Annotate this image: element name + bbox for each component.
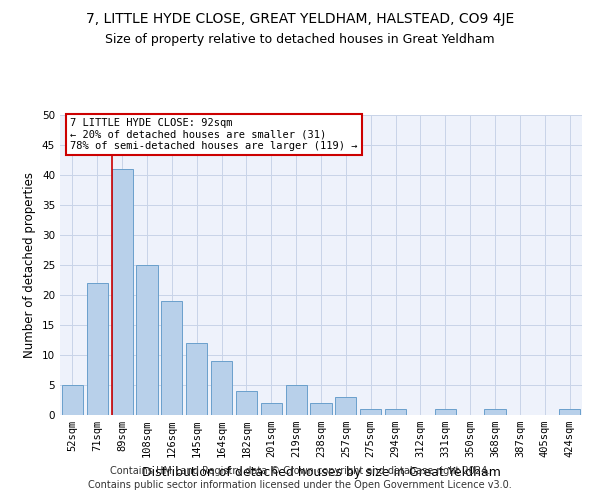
Bar bbox=[484, 409, 506, 415]
Bar bbox=[87, 283, 108, 415]
Text: 7 LITTLE HYDE CLOSE: 92sqm
← 20% of detached houses are smaller (31)
78% of semi: 7 LITTLE HYDE CLOSE: 92sqm ← 20% of deta… bbox=[70, 118, 358, 151]
Bar bbox=[261, 403, 282, 415]
Bar bbox=[360, 409, 381, 415]
Bar bbox=[136, 265, 158, 415]
Bar bbox=[186, 343, 207, 415]
Bar bbox=[286, 385, 307, 415]
Bar bbox=[211, 361, 232, 415]
Text: Contains HM Land Registry data © Crown copyright and database right 2024.
Contai: Contains HM Land Registry data © Crown c… bbox=[88, 466, 512, 490]
Bar bbox=[335, 397, 356, 415]
Bar bbox=[435, 409, 456, 415]
Bar bbox=[559, 409, 580, 415]
Bar bbox=[236, 391, 257, 415]
Bar bbox=[385, 409, 406, 415]
Bar bbox=[161, 301, 182, 415]
Y-axis label: Number of detached properties: Number of detached properties bbox=[23, 172, 37, 358]
Text: Size of property relative to detached houses in Great Yeldham: Size of property relative to detached ho… bbox=[105, 32, 495, 46]
Bar bbox=[310, 403, 332, 415]
Bar bbox=[112, 169, 133, 415]
Bar bbox=[62, 385, 83, 415]
Text: 7, LITTLE HYDE CLOSE, GREAT YELDHAM, HALSTEAD, CO9 4JE: 7, LITTLE HYDE CLOSE, GREAT YELDHAM, HAL… bbox=[86, 12, 514, 26]
X-axis label: Distribution of detached houses by size in Great Yeldham: Distribution of detached houses by size … bbox=[142, 466, 500, 478]
